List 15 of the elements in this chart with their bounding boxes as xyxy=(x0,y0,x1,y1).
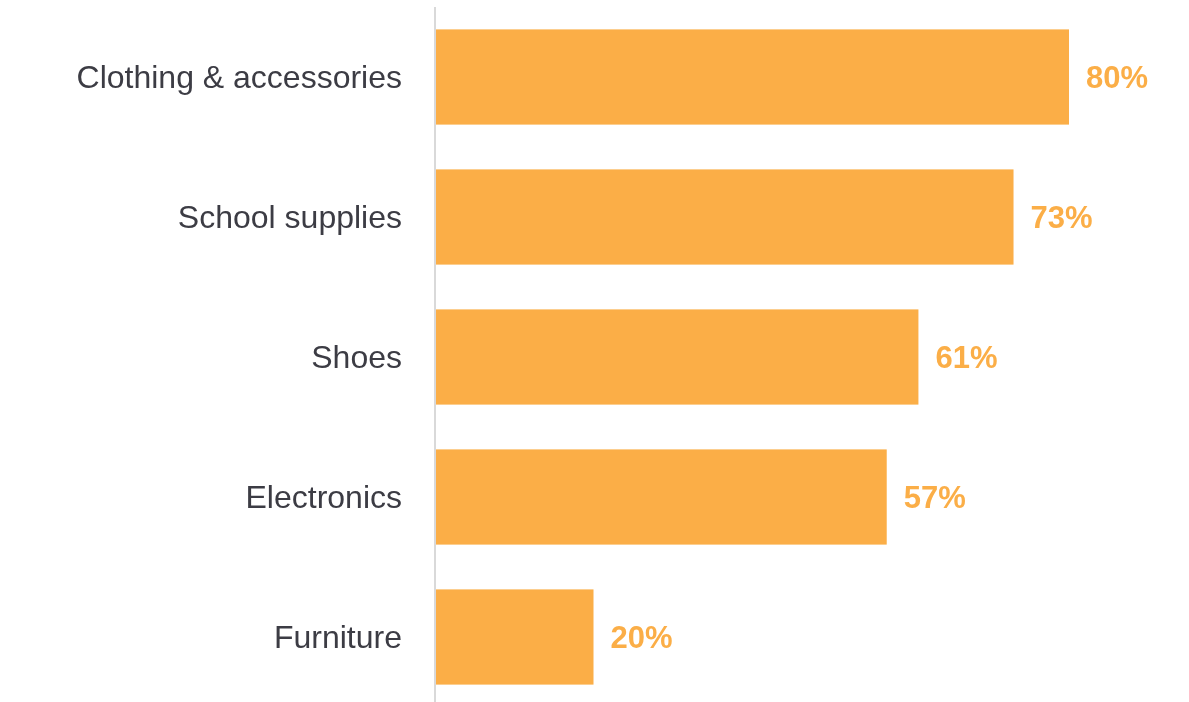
bar xyxy=(435,449,887,545)
y-tick-label: School supplies xyxy=(177,199,402,236)
bar xyxy=(435,589,594,685)
bar xyxy=(435,169,1014,265)
data-label: 80% xyxy=(1086,59,1149,95)
y-tick-label: Clothing & accessories xyxy=(76,59,402,96)
bar xyxy=(435,29,1069,125)
data-label: 61% xyxy=(935,339,998,375)
data-label: 20% xyxy=(610,619,673,655)
data-label: 73% xyxy=(1030,199,1093,235)
y-tick-label: Shoes xyxy=(311,339,402,376)
y-tick-label: Furniture xyxy=(273,619,402,656)
bar xyxy=(435,309,919,405)
data-label: 57% xyxy=(903,479,966,515)
y-tick-label: Electronics xyxy=(245,479,402,516)
